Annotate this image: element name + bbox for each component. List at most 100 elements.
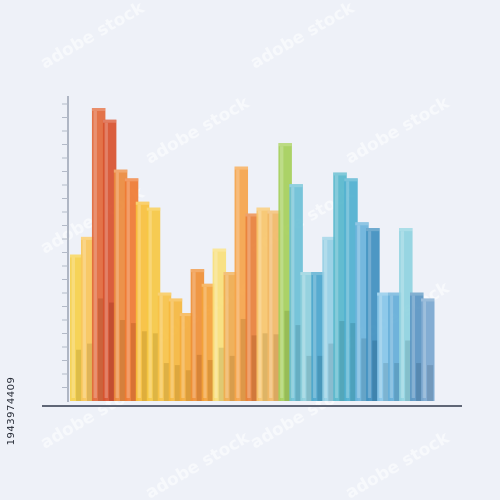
- bar-shadow: [152, 333, 159, 401]
- bar-shadow: [251, 335, 258, 401]
- bar-highlight: [236, 169, 240, 398]
- bar-highlight: [411, 295, 416, 398]
- bar-shadow: [207, 359, 214, 401]
- bar-shadow: [383, 363, 390, 401]
- bar-cap: [179, 313, 194, 317]
- bar-cap: [135, 201, 150, 205]
- bar-cap: [366, 228, 380, 232]
- bar-shadow: [295, 325, 302, 401]
- bar: [223, 272, 238, 401]
- bar-shadow: [163, 363, 170, 401]
- bar-highlight: [82, 239, 86, 398]
- bar: [267, 210, 281, 401]
- bar-cap: [91, 108, 106, 111]
- bar: [146, 207, 161, 401]
- bar-highlight: [280, 146, 284, 398]
- bar-shadow: [427, 365, 434, 401]
- bar-cap: [102, 119, 117, 123]
- bar: [355, 222, 369, 401]
- bar-highlight: [137, 204, 141, 398]
- bar-shadow: [218, 347, 225, 401]
- bar: [322, 236, 336, 401]
- bar-cap: [212, 248, 227, 252]
- bar-shadow: [130, 323, 137, 401]
- bar-highlight: [71, 257, 75, 398]
- bar: [102, 119, 117, 401]
- bar: [80, 236, 95, 401]
- bar-highlight: [170, 301, 174, 398]
- bar-cap: [245, 213, 259, 217]
- bar-cap: [355, 222, 369, 226]
- bar: [256, 207, 270, 401]
- bar: [234, 166, 249, 401]
- bar-cap: [124, 178, 139, 182]
- bar-cap: [256, 207, 270, 211]
- bar-cap: [388, 292, 402, 296]
- bar-highlight: [115, 172, 119, 398]
- bar: [344, 178, 358, 401]
- bar-cap: [168, 298, 183, 302]
- bar-highlight: [181, 316, 185, 398]
- bar-shadow: [229, 355, 236, 401]
- bar-shadow: [76, 349, 83, 401]
- bar: [410, 292, 424, 401]
- watermark-tile: adobe stock: [342, 93, 453, 169]
- bar-highlight: [258, 210, 262, 398]
- bar: [135, 201, 150, 401]
- bar-highlight: [334, 175, 339, 398]
- bar-highlight: [269, 213, 273, 398]
- bar: [124, 178, 139, 401]
- bar-cap: [234, 166, 249, 170]
- stock-id-watermark: 1943974409: [6, 376, 17, 446]
- bar-cap: [70, 254, 84, 258]
- bar-highlight: [159, 295, 163, 398]
- watermark-tile: adobe stock: [142, 93, 253, 169]
- bar: [399, 228, 413, 401]
- bar-highlight: [345, 181, 350, 398]
- bar-highlight: [367, 231, 372, 398]
- watermark-tile: adobe stock: [142, 428, 253, 500]
- bar-shadow: [350, 323, 357, 401]
- bar-shadow: [108, 302, 116, 401]
- bar: [300, 272, 314, 401]
- bar-shadow: [196, 354, 203, 401]
- bar: [245, 213, 259, 401]
- bar-cap: [311, 272, 325, 276]
- bar-cap: [289, 184, 303, 188]
- bar-shadow: [87, 343, 94, 401]
- bar: [278, 143, 292, 401]
- bar: [168, 298, 183, 401]
- watermark-tile: adobe stock: [247, 0, 358, 73]
- bar-shadow: [306, 355, 313, 401]
- bar-cap: [201, 283, 216, 287]
- bar-shadow: [98, 298, 105, 401]
- bar-shadow: [262, 333, 269, 401]
- bar-cap: [267, 210, 281, 214]
- bar-shadow: [174, 365, 181, 401]
- bar: [190, 269, 205, 401]
- watermark-tile: adobe stock: [342, 428, 453, 500]
- bar: [113, 169, 128, 401]
- bar-highlight: [93, 111, 97, 398]
- bar-highlight: [192, 272, 196, 398]
- bar-cap: [410, 292, 424, 296]
- y-axis-ticks: [62, 103, 68, 388]
- bar-shadow: [119, 319, 126, 401]
- bar-cap: [157, 292, 172, 296]
- bar-cap: [223, 272, 238, 276]
- bar-cap: [333, 172, 347, 176]
- bar: [311, 272, 325, 401]
- bar: [70, 254, 84, 401]
- bar: [179, 313, 194, 401]
- bar-cap: [300, 272, 314, 276]
- bar-highlight: [323, 239, 328, 398]
- bar: [377, 292, 391, 401]
- bar-highlight: [422, 301, 427, 398]
- bar-cap: [421, 298, 435, 302]
- bar-highlight: [225, 275, 229, 398]
- bar-shadow: [361, 338, 368, 401]
- bar-highlight: [356, 225, 361, 398]
- bar-shadow: [317, 355, 324, 401]
- bar-highlight: [214, 251, 218, 398]
- bar-shadow: [273, 334, 280, 401]
